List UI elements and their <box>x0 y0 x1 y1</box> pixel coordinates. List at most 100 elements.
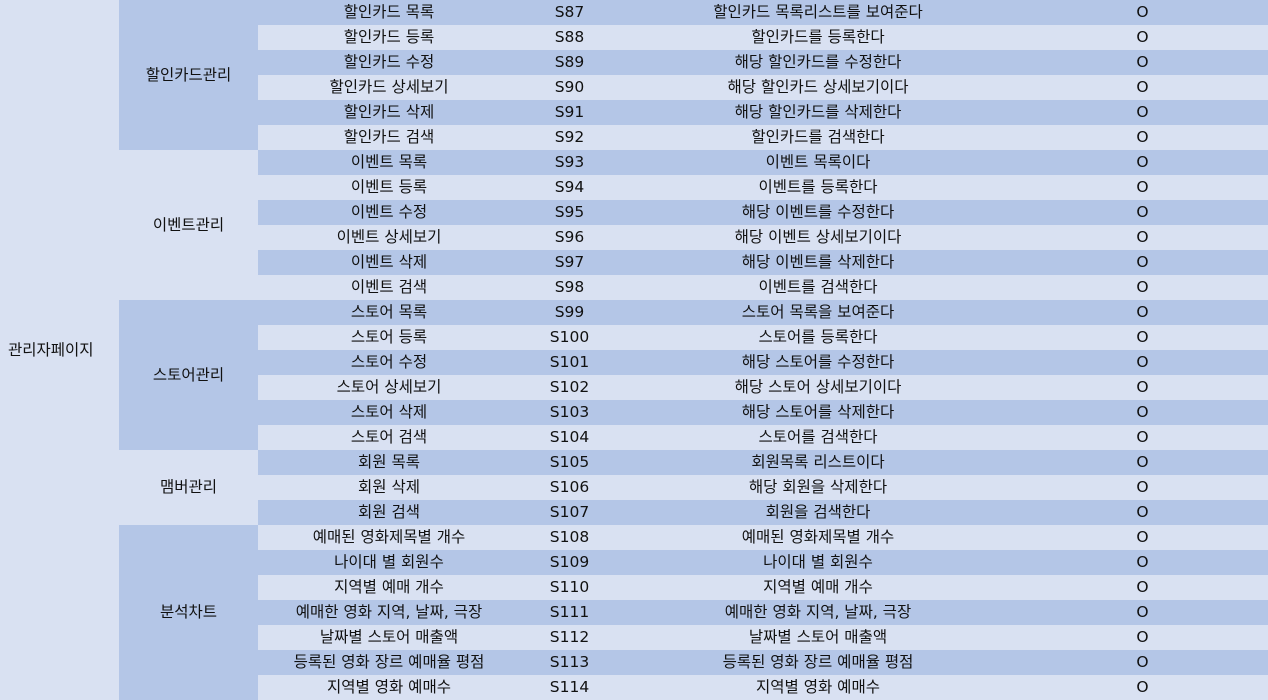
function-name-cell: 스토어 검색 <box>258 425 520 450</box>
table-row: 할인카드 삭제 S91 해당 할인카드를 삭제한다 O <box>0 100 1268 125</box>
description-cell: 예매된 영화제목별 개수 <box>619 525 1017 550</box>
function-name-cell: 할인카드 삭제 <box>258 100 520 125</box>
check-mark-cell: O <box>1017 25 1268 50</box>
check-mark-cell: O <box>1017 425 1268 450</box>
check-mark-cell: O <box>1017 550 1268 575</box>
table-row: 할인카드 상세보기 S90 해당 할인카드 상세보기이다 O <box>0 75 1268 100</box>
description-cell: 스토어 목록을 보여준다 <box>619 300 1017 325</box>
table-row: 스토어관리 스토어 목록 S99 스토어 목록을 보여준다 O <box>0 300 1268 450</box>
function-name-cell: 할인카드 등록 <box>258 25 520 50</box>
function-name-cell: 지역별 영화 예매수 <box>258 675 520 700</box>
screen-id-cell: S89 <box>520 50 619 75</box>
screen-id-cell: S92 <box>520 125 619 150</box>
table-row: 할인카드 검색 S92 할인카드를 검색한다 O <box>0 125 1268 150</box>
check-mark-cell: O <box>1017 600 1268 625</box>
screen-id-cell: S93 <box>520 150 619 175</box>
check-mark-cell: O <box>1017 325 1268 350</box>
screen-id-cell: S103 <box>520 400 619 425</box>
check-mark-cell: O <box>1017 675 1268 700</box>
function-name-cell: 이벤트 검색 <box>258 275 520 300</box>
function-name-cell: 스토어 상세보기 <box>258 375 520 400</box>
description-cell: 이벤트를 검색한다 <box>619 275 1017 300</box>
check-mark-cell: O <box>1017 350 1268 375</box>
screen-id-cell: S99 <box>520 300 619 325</box>
description-cell: 지역별 예매 개수 <box>619 575 1017 600</box>
check-mark-cell: O <box>1017 300 1268 325</box>
function-name-cell: 스토어 수정 <box>258 350 520 375</box>
function-name-cell: 스토어 목록 <box>258 300 520 325</box>
description-cell: 스토어를 검색한다 <box>619 425 1017 450</box>
screen-id-cell: S91 <box>520 100 619 125</box>
check-mark-cell: O <box>1017 525 1268 550</box>
description-cell: 예매한 영화 지역, 날짜, 극장 <box>619 600 1017 625</box>
screen-id-cell: S96 <box>520 225 619 250</box>
check-mark-cell: O <box>1017 650 1268 675</box>
description-cell: 이벤트를 등록한다 <box>619 175 1017 200</box>
screen-id-cell: S101 <box>520 350 619 375</box>
screen-id-cell: S88 <box>520 25 619 50</box>
screen-id-cell: S104 <box>520 425 619 450</box>
screen-id-cell: S97 <box>520 250 619 275</box>
screen-id-cell: S108 <box>520 525 619 550</box>
table-row: 할인카드 등록 S88 할인카드를 등록한다 O <box>0 25 1268 50</box>
description-cell: 해당 스토어를 수정한다 <box>619 350 1017 375</box>
table-row: 지역별 예매 개수 S110 지역별 예매 개수 O <box>0 575 1268 600</box>
function-name-cell: 이벤트 상세보기 <box>258 225 520 250</box>
function-name-cell: 스토어 삭제 <box>258 400 520 425</box>
function-name-cell: 회원 검색 <box>258 500 520 525</box>
table-row: 회원 삭제 S106 해당 회원을 삭제한다 O <box>0 475 1268 500</box>
table-row: 예매한 영화 지역, 날짜, 극장 S111 예매한 영화 지역, 날짜, 극장 O <box>0 600 1268 625</box>
check-mark-cell: O <box>1017 225 1268 250</box>
screen-id-cell: S95 <box>520 200 619 225</box>
table-row: 스토어 수정 S101 해당 스토어를 수정한다 O <box>0 350 1268 375</box>
table-row: 스토어 삭제 S103 해당 스토어를 삭제한다 O <box>0 400 1268 425</box>
check-mark-cell: O <box>1017 575 1268 600</box>
screen-id-cell: S100 <box>520 325 619 350</box>
top-category-cell: 관리자페이지 <box>0 0 119 700</box>
check-mark-cell: O <box>1017 400 1268 425</box>
description-cell: 스토어를 등록한다 <box>619 325 1017 350</box>
description-cell: 나이대 별 회원수 <box>619 550 1017 575</box>
function-name-cell: 할인카드 목록 <box>258 0 520 25</box>
function-name-cell: 날짜별 스토어 매출액 <box>258 625 520 650</box>
table-row: 이벤트관리 이벤트 목록 S93 이벤트 목록이다 O <box>0 150 1268 300</box>
screen-id-cell: S87 <box>520 0 619 25</box>
check-mark-cell: O <box>1017 50 1268 75</box>
table-row: 스토어 상세보기 S102 해당 스토어 상세보기이다 O <box>0 375 1268 400</box>
function-name-cell: 이벤트 삭제 <box>258 250 520 275</box>
table-row: 이벤트 등록 S94 이벤트를 등록한다 O <box>0 175 1268 200</box>
group-name-cell: 맴버관리 <box>119 450 258 525</box>
table-row: 이벤트 상세보기 S96 해당 이벤트 상세보기이다 O <box>0 225 1268 250</box>
table-row: 스토어 검색 S104 스토어를 검색한다 O <box>0 425 1268 450</box>
table-row: 분석차트 예매된 영화제목별 개수 S108 예매된 영화제목별 개수 O <box>0 525 1268 700</box>
table-row: 지역별 영화 예매수 S114 지역별 영화 예매수 O <box>0 675 1268 700</box>
function-name-cell: 이벤트 수정 <box>258 200 520 225</box>
table-row: 회원 검색 S107 회원을 검색한다 O <box>0 500 1268 525</box>
description-cell: 해당 스토어를 삭제한다 <box>619 400 1017 425</box>
function-name-cell: 회원 삭제 <box>258 475 520 500</box>
check-mark-cell: O <box>1017 275 1268 300</box>
table-row: 날짜별 스토어 매출액 S112 날짜별 스토어 매출액 O <box>0 625 1268 650</box>
function-name-cell: 회원 목록 <box>258 450 520 475</box>
table-row: 스토어 등록 S100 스토어를 등록한다 O <box>0 325 1268 350</box>
description-cell: 등록된 영화 장르 예매율 평점 <box>619 650 1017 675</box>
check-mark-cell: O <box>1017 375 1268 400</box>
check-mark-cell: O <box>1017 475 1268 500</box>
function-name-cell: 지역별 예매 개수 <box>258 575 520 600</box>
function-name-cell: 예매한 영화 지역, 날짜, 극장 <box>258 600 520 625</box>
screen-id-cell: S114 <box>520 675 619 700</box>
description-cell: 해당 스토어 상세보기이다 <box>619 375 1017 400</box>
function-name-cell: 할인카드 상세보기 <box>258 75 520 100</box>
description-cell: 해당 할인카드를 삭제한다 <box>619 100 1017 125</box>
table-row: 나이대 별 회원수 S109 나이대 별 회원수 O <box>0 550 1268 575</box>
table-row: 맴버관리 회원 목록 S105 회원목록 리스트이다 O <box>0 450 1268 525</box>
function-name-cell: 할인카드 수정 <box>258 50 520 75</box>
screen-id-cell: S90 <box>520 75 619 100</box>
description-cell: 지역별 영화 예매수 <box>619 675 1017 700</box>
screen-id-cell: S94 <box>520 175 619 200</box>
screen-id-cell: S112 <box>520 625 619 650</box>
check-mark-cell: O <box>1017 175 1268 200</box>
